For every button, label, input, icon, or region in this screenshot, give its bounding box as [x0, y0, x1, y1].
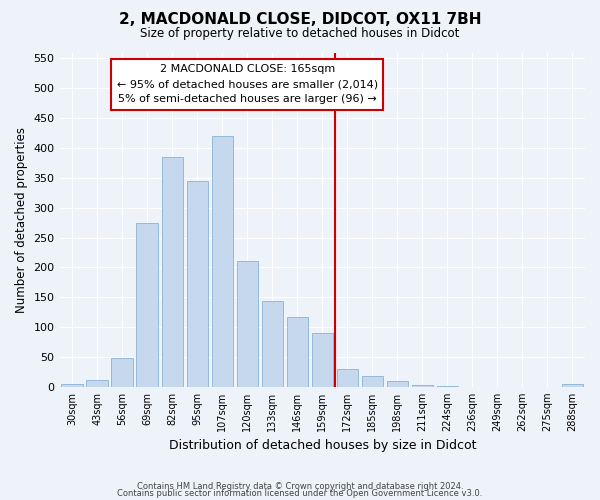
- Text: Contains public sector information licensed under the Open Government Licence v3: Contains public sector information licen…: [118, 489, 482, 498]
- Bar: [362, 376, 383, 387]
- Text: Size of property relative to detached houses in Didcot: Size of property relative to detached ho…: [140, 28, 460, 40]
- Bar: [412, 385, 433, 387]
- Bar: [161, 157, 183, 387]
- Bar: [112, 358, 133, 387]
- Text: 2, MACDONALD CLOSE, DIDCOT, OX11 7BH: 2, MACDONALD CLOSE, DIDCOT, OX11 7BH: [119, 12, 481, 28]
- Bar: [236, 262, 258, 387]
- Bar: [311, 333, 333, 387]
- Bar: [61, 384, 83, 387]
- Bar: [86, 380, 108, 387]
- Bar: [262, 302, 283, 387]
- Bar: [187, 181, 208, 387]
- Bar: [287, 317, 308, 387]
- Bar: [562, 384, 583, 387]
- X-axis label: Distribution of detached houses by size in Didcot: Distribution of detached houses by size …: [169, 440, 476, 452]
- Bar: [337, 369, 358, 387]
- Bar: [387, 381, 408, 387]
- Y-axis label: Number of detached properties: Number of detached properties: [15, 126, 28, 312]
- Bar: [437, 386, 458, 387]
- Text: 2 MACDONALD CLOSE: 165sqm
← 95% of detached houses are smaller (2,014)
5% of sem: 2 MACDONALD CLOSE: 165sqm ← 95% of detac…: [116, 64, 378, 104]
- Bar: [212, 136, 233, 387]
- Text: Contains HM Land Registry data © Crown copyright and database right 2024.: Contains HM Land Registry data © Crown c…: [137, 482, 463, 491]
- Bar: [136, 222, 158, 387]
